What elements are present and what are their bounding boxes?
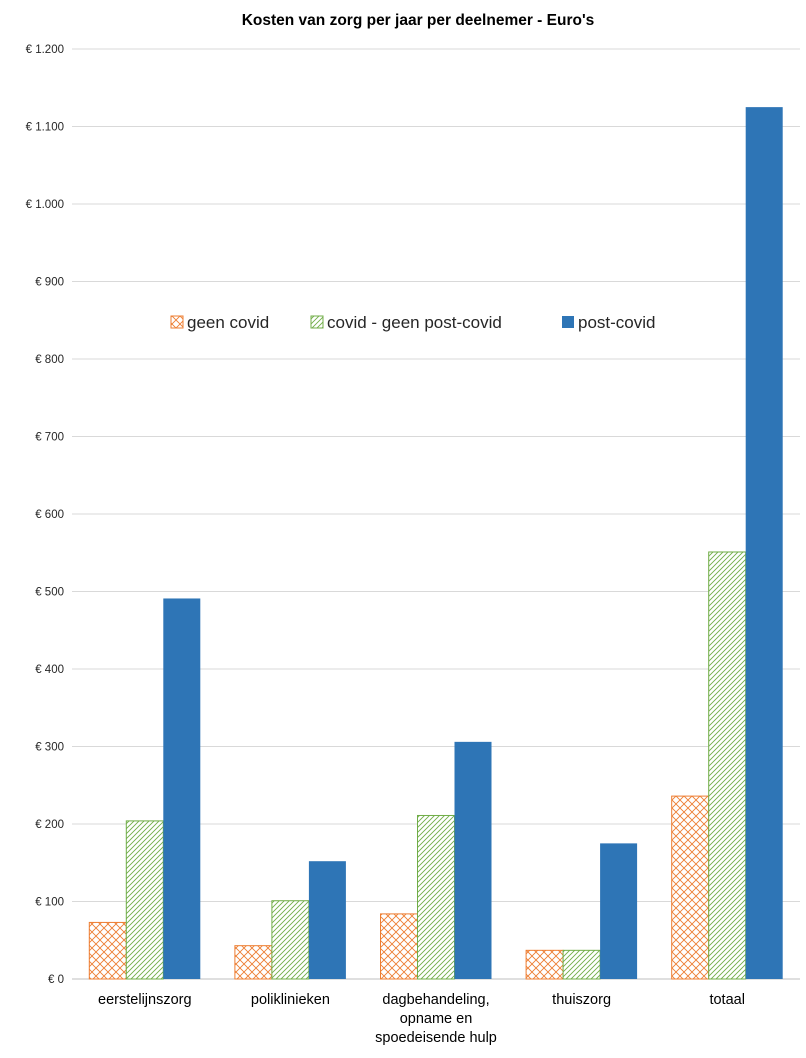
- y-tick-label: € 300: [35, 742, 64, 754]
- y-tick-label: € 1.200: [26, 44, 64, 56]
- bar-covid-geen-post-covid: [562, 949, 601, 980]
- legend-label: geen covid: [187, 313, 269, 332]
- y-tick-label: € 1.100: [26, 122, 64, 134]
- bar-geen-covid: [380, 913, 418, 980]
- y-tick-label: € 400: [35, 664, 64, 676]
- bar-post-covid: [163, 598, 201, 979]
- bar-covid-geen-post-covid: [125, 820, 164, 980]
- chart-title: Kosten van zorg per jaar per deelnemer -…: [242, 12, 595, 29]
- x-tick-label: eerstelijnszorg: [98, 992, 192, 1008]
- x-tick-label: spoedeisende hulp: [375, 1030, 497, 1046]
- bars: [88, 107, 783, 980]
- bar-covid-geen-post-covid: [271, 900, 310, 980]
- legend-swatch: [310, 315, 324, 329]
- x-axis: eerstelijnszorg poliklinieken dagbehandeli…: [98, 992, 745, 1046]
- legend-swatch: [170, 315, 184, 329]
- x-tick-label: poliklinieken: [251, 992, 330, 1008]
- legend-label: post-covid: [578, 313, 655, 332]
- x-tick-label: totaal: [709, 992, 744, 1008]
- y-tick-label: € 500: [35, 587, 64, 599]
- y-tick-label: € 0: [48, 974, 64, 986]
- bar-geen-covid: [525, 949, 564, 980]
- y-tick-label: € 1.000: [26, 199, 64, 211]
- bar-post-covid: [308, 861, 346, 979]
- bar-covid-geen-post-covid: [417, 814, 455, 980]
- x-tick-label: thuiszorg: [552, 992, 611, 1008]
- bar-covid-geen-post-covid: [708, 551, 747, 980]
- bar-geen-covid: [88, 921, 127, 980]
- legend-label: covid - geen post-covid: [327, 313, 502, 332]
- y-tick-label: € 800: [35, 354, 64, 366]
- bar-geen-covid: [671, 795, 710, 980]
- bar-post-covid: [745, 107, 783, 979]
- legend: geen covid covid - geen post-covid post-co…: [170, 313, 655, 332]
- y-tick-label: € 900: [35, 277, 64, 289]
- y-tick-label: € 600: [35, 509, 64, 521]
- y-tick-label: € 200: [35, 819, 64, 831]
- bar-post-covid: [600, 843, 638, 979]
- y-tick-label: € 100: [35, 897, 64, 909]
- legend-swatch: [562, 316, 574, 328]
- y-tick-label: € 700: [35, 432, 64, 444]
- bar-post-covid: [454, 741, 492, 979]
- x-tick-label: dagbehandeling,: [382, 992, 489, 1008]
- y-axis: € 0 € 100 € 200 € 300 € 400 € 500 € 600 € 700 € …: [26, 44, 64, 986]
- x-tick-label: opname en: [400, 1011, 473, 1027]
- bar-geen-covid: [234, 945, 273, 980]
